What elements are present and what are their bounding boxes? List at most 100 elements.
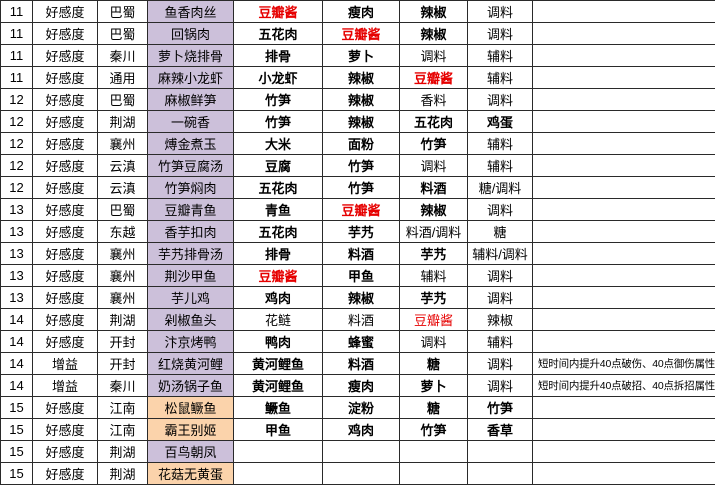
ingredient-cell: 竹笋 <box>399 132 468 155</box>
type-cell: 好感度 <box>32 154 98 177</box>
level-cell: 12 <box>0 176 33 199</box>
region-cell: 襄州 <box>97 242 148 265</box>
type-cell: 好感度 <box>32 22 98 45</box>
table-row: 14 增益 秦川 奶汤锅子鱼 黄河鲤鱼 瘦肉 萝卜 调料 短时间内提升40点破招、40点拆招属性 <box>0 374 715 397</box>
table-row: 11 好感度 秦川 萝卜烧排骨 排骨 萝卜 调料 辅料 <box>0 44 715 67</box>
region-cell: 巴蜀 <box>97 198 148 221</box>
ingredient-cell: 黄河鲤鱼 <box>233 374 323 397</box>
ingredient-cell <box>233 440 323 463</box>
table-row: 13 好感度 襄州 荆沙甲鱼 豆瓣酱 甲鱼 辅料 调料 <box>0 264 715 287</box>
ingredient-cell: 调料 <box>399 330 468 353</box>
type-cell: 好感度 <box>32 396 98 419</box>
type-cell: 好感度 <box>32 264 98 287</box>
table-row: 14 增益 开封 红烧黄河鲤 黄河鲤鱼 料酒糖调料 短时间内提升40点破伤、40点御伤属性 <box>0 352 715 375</box>
dish-cell: 香芋扣肉 <box>147 220 234 243</box>
region-cell: 巴蜀 <box>97 0 148 23</box>
ingredient-cell: 辣椒 <box>399 198 468 221</box>
note-cell <box>532 44 715 67</box>
ingredient-cell: 鸡蛋 <box>467 110 533 133</box>
type-cell: 好感度 <box>32 110 98 133</box>
region-cell: 荆湖 <box>97 462 148 485</box>
type-cell: 好感度 <box>32 66 98 89</box>
ingredient-cell: 竹笋 <box>233 110 323 133</box>
ingredient-cell: 辣椒 <box>322 110 400 133</box>
ingredient-cell: 萝卜 <box>322 44 400 67</box>
ingredient-cell: 辣椒 <box>399 0 468 23</box>
note-cell: 短时间内提升40点破伤、40点御伤属性 <box>532 352 715 375</box>
ingredient-cell: 鸭肉 <box>233 330 323 353</box>
region-cell: 襄州 <box>97 286 148 309</box>
ingredient-cell: 花鲢 <box>233 308 323 331</box>
level-cell: 14 <box>0 308 33 331</box>
ingredient-cell <box>399 440 468 463</box>
ingredient-cell: 五花肉 <box>233 220 323 243</box>
ingredient-cell: 糖/调料 <box>467 176 533 199</box>
dish-cell: 花菇无黄蛋 <box>147 462 234 485</box>
ingredient-cell: 竹笋 <box>322 154 400 177</box>
ingredient-cell <box>467 440 533 463</box>
ingredient-cell: 豆瓣酱 <box>322 22 400 45</box>
level-cell: 12 <box>0 88 33 111</box>
dish-cell: 豆瓣青鱼 <box>147 198 234 221</box>
type-cell: 好感度 <box>32 220 98 243</box>
region-cell: 襄州 <box>97 264 148 287</box>
level-cell: 11 <box>0 44 33 67</box>
type-cell: 好感度 <box>32 330 98 353</box>
ingredient-cell: 调料 <box>467 0 533 23</box>
level-cell: 12 <box>0 132 33 155</box>
ingredient-cell: 豆腐 <box>233 154 323 177</box>
dish-cell: 霸王别姬 <box>147 418 234 441</box>
ingredient-cell: 鸡肉 <box>233 286 323 309</box>
ingredient-cell: 辅料 <box>467 154 533 177</box>
ingredient-cell: 豆瓣酱 <box>399 308 468 331</box>
ingredient-cell: 辣椒 <box>322 286 400 309</box>
ingredient-cell <box>233 462 323 485</box>
dish-cell: 松鼠鳜鱼 <box>147 396 234 419</box>
ingredient-cell: 瘦肉 <box>322 374 400 397</box>
dish-cell: 百鸟朝凤 <box>147 440 234 463</box>
region-cell: 江南 <box>97 396 148 419</box>
level-cell: 14 <box>0 352 33 375</box>
ingredient-cell: 料酒 <box>399 176 468 199</box>
ingredient-cell: 芋艿 <box>322 220 400 243</box>
region-cell: 开封 <box>97 330 148 353</box>
ingredient-cell: 辅料/调料 <box>467 242 533 265</box>
table-row: 15 好感度 荆湖 百鸟朝凤 <box>0 440 715 463</box>
level-cell: 13 <box>0 264 33 287</box>
note-cell <box>532 286 715 309</box>
ingredient-cell: 调料 <box>467 22 533 45</box>
region-cell: 通用 <box>97 66 148 89</box>
ingredient-cell: 淀粉 <box>322 396 400 419</box>
ingredient-cell: 豆瓣酱 <box>233 0 323 23</box>
region-cell: 秦川 <box>97 374 148 397</box>
ingredient-cell: 黄河鲤鱼 <box>233 352 323 375</box>
ingredient-cell: 竹笋 <box>399 418 468 441</box>
dish-cell: 萝卜烧排骨 <box>147 44 234 67</box>
note-cell <box>532 308 715 331</box>
ingredient-cell <box>399 462 468 485</box>
note-cell <box>532 440 715 463</box>
ingredient-cell: 调料 <box>467 286 533 309</box>
dish-cell: 芋儿鸡 <box>147 286 234 309</box>
note-cell <box>532 330 715 353</box>
ingredient-cell: 豆瓣酱 <box>399 66 468 89</box>
level-cell: 14 <box>0 374 33 397</box>
table-row: 13 好感度 巴蜀 豆瓣青鱼 青鱼 豆瓣酱 辣椒 调料 <box>0 198 715 221</box>
region-cell: 云滇 <box>97 154 148 177</box>
level-cell: 13 <box>0 242 33 265</box>
dish-cell: 鱼香肉丝 <box>147 0 234 23</box>
level-cell: 13 <box>0 198 33 221</box>
type-cell: 好感度 <box>32 308 98 331</box>
level-cell: 15 <box>0 440 33 463</box>
level-cell: 13 <box>0 286 33 309</box>
ingredient-cell: 辅料 <box>399 264 468 287</box>
ingredient-cell: 辣椒 <box>467 308 533 331</box>
ingredient-cell: 调料 <box>467 264 533 287</box>
note-cell <box>532 264 715 287</box>
ingredient-cell: 料酒/调料 <box>399 220 468 243</box>
ingredient-cell: 青鱼 <box>233 198 323 221</box>
level-cell: 11 <box>0 22 33 45</box>
ingredient-cell: 排骨 <box>233 242 323 265</box>
type-cell: 好感度 <box>32 176 98 199</box>
